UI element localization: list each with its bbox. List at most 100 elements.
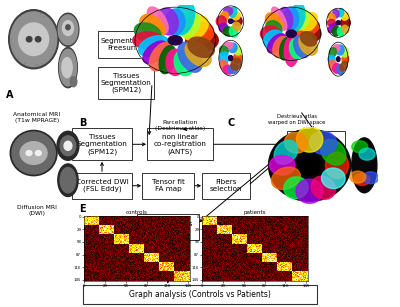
Ellipse shape (20, 142, 47, 164)
Ellipse shape (338, 27, 344, 36)
Ellipse shape (58, 48, 77, 88)
Ellipse shape (35, 37, 41, 42)
Ellipse shape (328, 13, 335, 21)
Ellipse shape (229, 7, 237, 17)
Ellipse shape (64, 141, 72, 150)
Ellipse shape (301, 13, 317, 31)
Ellipse shape (220, 46, 228, 55)
Text: Destrieux atlas
warped on DWI space: Destrieux atlas warped on DWI space (268, 114, 326, 125)
Ellipse shape (338, 9, 344, 17)
Ellipse shape (296, 21, 319, 37)
Ellipse shape (230, 26, 238, 37)
Ellipse shape (290, 38, 304, 59)
Ellipse shape (10, 12, 57, 67)
Ellipse shape (333, 45, 340, 52)
Text: Anatomical MRI
(T1w MPRAGE): Anatomical MRI (T1w MPRAGE) (13, 112, 60, 123)
Ellipse shape (279, 7, 293, 30)
Title: patients: patients (244, 210, 266, 215)
Ellipse shape (280, 37, 292, 60)
Ellipse shape (70, 77, 77, 87)
FancyBboxPatch shape (98, 32, 154, 58)
Ellipse shape (342, 13, 349, 20)
Ellipse shape (191, 22, 214, 44)
Ellipse shape (321, 140, 346, 165)
Text: Parcellation
(Destrieux atlas): Parcellation (Destrieux atlas) (155, 120, 205, 131)
Ellipse shape (352, 141, 368, 153)
Ellipse shape (35, 150, 41, 156)
Ellipse shape (19, 23, 49, 56)
Ellipse shape (359, 148, 375, 160)
Text: Tensor fit
FA map: Tensor fit FA map (152, 179, 184, 192)
Ellipse shape (9, 10, 59, 69)
Ellipse shape (223, 7, 233, 16)
Ellipse shape (133, 32, 162, 49)
FancyBboxPatch shape (72, 128, 132, 160)
Ellipse shape (266, 21, 282, 37)
Title: controls: controls (126, 210, 148, 215)
Text: C: C (228, 118, 235, 128)
Ellipse shape (218, 6, 244, 37)
Ellipse shape (221, 12, 228, 20)
Ellipse shape (62, 21, 74, 36)
Ellipse shape (333, 10, 339, 18)
Ellipse shape (220, 60, 228, 71)
Ellipse shape (216, 16, 226, 26)
Ellipse shape (228, 19, 233, 23)
Ellipse shape (337, 64, 344, 75)
Ellipse shape (268, 130, 351, 201)
Ellipse shape (234, 53, 242, 63)
Text: Segmentation
Freesurfer: Segmentation Freesurfer (101, 38, 151, 51)
Ellipse shape (284, 7, 299, 30)
Ellipse shape (166, 9, 185, 35)
Ellipse shape (326, 152, 348, 179)
Ellipse shape (57, 131, 79, 160)
Ellipse shape (234, 46, 242, 55)
Text: B: B (79, 118, 86, 128)
Ellipse shape (60, 136, 76, 156)
Ellipse shape (62, 57, 72, 78)
Ellipse shape (300, 32, 317, 46)
Ellipse shape (26, 150, 32, 156)
FancyBboxPatch shape (137, 214, 199, 240)
Ellipse shape (157, 8, 178, 35)
Ellipse shape (135, 7, 215, 73)
Text: non linear
co-registration
(ANTS): non linear co-registration (ANTS) (154, 134, 206, 154)
Ellipse shape (329, 48, 336, 57)
Ellipse shape (229, 43, 237, 52)
Ellipse shape (233, 12, 240, 20)
Ellipse shape (354, 173, 370, 185)
Ellipse shape (150, 43, 172, 71)
Ellipse shape (363, 172, 378, 184)
Text: Tissues
Segmentation
(SPM12): Tissues Segmentation (SPM12) (77, 134, 127, 154)
Ellipse shape (301, 25, 321, 42)
Text: Fibers
selection: Fibers selection (210, 179, 242, 192)
Ellipse shape (274, 140, 298, 164)
Ellipse shape (328, 55, 335, 63)
Text: Graph analysis (Controls vs Patients): Graph analysis (Controls vs Patients) (129, 290, 271, 299)
Ellipse shape (220, 52, 229, 64)
Ellipse shape (228, 56, 233, 60)
Ellipse shape (143, 41, 168, 64)
Ellipse shape (233, 22, 241, 31)
Ellipse shape (322, 168, 345, 188)
Ellipse shape (147, 7, 168, 34)
Ellipse shape (270, 156, 295, 175)
Ellipse shape (58, 15, 78, 45)
Ellipse shape (326, 8, 350, 37)
Ellipse shape (298, 155, 321, 175)
Ellipse shape (296, 179, 323, 203)
Ellipse shape (60, 168, 76, 193)
Ellipse shape (310, 131, 337, 154)
Ellipse shape (267, 34, 286, 53)
Ellipse shape (264, 30, 283, 48)
Text: A: A (6, 90, 14, 100)
Ellipse shape (57, 13, 79, 46)
Ellipse shape (228, 64, 238, 74)
Ellipse shape (231, 58, 241, 70)
Ellipse shape (333, 64, 340, 73)
Ellipse shape (336, 45, 344, 55)
Ellipse shape (60, 49, 76, 86)
Ellipse shape (58, 164, 78, 196)
Ellipse shape (188, 37, 214, 57)
Text: Corrected DWI
(FSL Eddy): Corrected DWI (FSL Eddy) (76, 179, 128, 192)
